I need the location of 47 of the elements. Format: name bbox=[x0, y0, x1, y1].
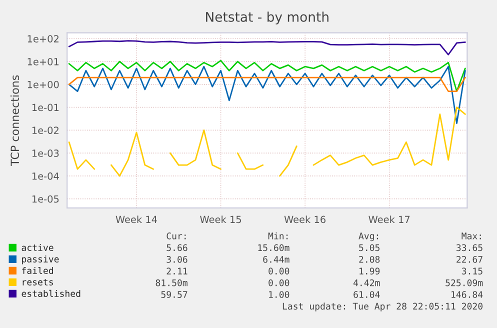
text: 0.00 bbox=[268, 279, 290, 286]
text: 15.60m bbox=[258, 244, 290, 252]
line-series bbox=[68, 60, 466, 92]
legend-label: resets bbox=[22, 279, 53, 286]
y-tick-label: 1e-01 bbox=[32, 104, 59, 112]
legend-label: established bbox=[22, 290, 80, 297]
x-tick-label: Week 15 bbox=[200, 216, 241, 224]
x-tick-label: Week 16 bbox=[284, 216, 326, 224]
text: 146.84 bbox=[452, 291, 483, 298]
legend-label: failed bbox=[22, 266, 53, 274]
text: Min: bbox=[268, 232, 288, 240]
text: Last update: Tue Apr 28 22:05:11 2020 bbox=[282, 302, 483, 312]
text: 22.67 bbox=[456, 256, 482, 263]
text: 3.15 bbox=[462, 268, 482, 275]
text: 1.00 bbox=[269, 291, 290, 298]
text: Max: bbox=[462, 232, 481, 240]
legend-label: passive bbox=[22, 255, 59, 264]
y-tick-label: 1e+02 bbox=[28, 35, 58, 42]
legend-label: active bbox=[22, 244, 54, 251]
text: 0.00 bbox=[268, 268, 290, 275]
text: 525.09m bbox=[446, 279, 483, 286]
text: 2.11 bbox=[166, 268, 188, 274]
y-tick-label: 1e-04 bbox=[32, 172, 59, 180]
text: 5.66 bbox=[166, 244, 188, 252]
text: 81.50m bbox=[156, 279, 188, 286]
text: 6.44m bbox=[263, 256, 290, 263]
text: 5.05 bbox=[359, 244, 380, 252]
text: 61.04 bbox=[354, 291, 380, 298]
text: 4.42m bbox=[353, 279, 380, 286]
y-tick-label: 1e-02 bbox=[32, 126, 58, 134]
text: 59.57 bbox=[161, 291, 188, 298]
text: Cur: bbox=[166, 232, 186, 240]
text: Avg: bbox=[358, 232, 378, 242]
text: 33.65 bbox=[456, 244, 482, 252]
y-tick-label: 1e+00 bbox=[28, 80, 59, 88]
text: 3.06 bbox=[166, 256, 188, 263]
y-tick-label: 1e+01 bbox=[28, 58, 59, 66]
y-tick-label: 1e-05 bbox=[32, 195, 59, 203]
text: 1.99 bbox=[360, 268, 380, 275]
y-tick-label: 1e-03 bbox=[32, 150, 59, 157]
x-tick-label: Week 14 bbox=[116, 216, 158, 224]
line-series bbox=[68, 66, 466, 124]
text: 2.08 bbox=[359, 256, 380, 263]
line-series bbox=[68, 40, 466, 56]
chart-title: Netstat - by month bbox=[206, 12, 328, 24]
y-axis-title: TCP connections bbox=[10, 75, 20, 166]
x-tick-label: Week 17 bbox=[368, 216, 410, 224]
